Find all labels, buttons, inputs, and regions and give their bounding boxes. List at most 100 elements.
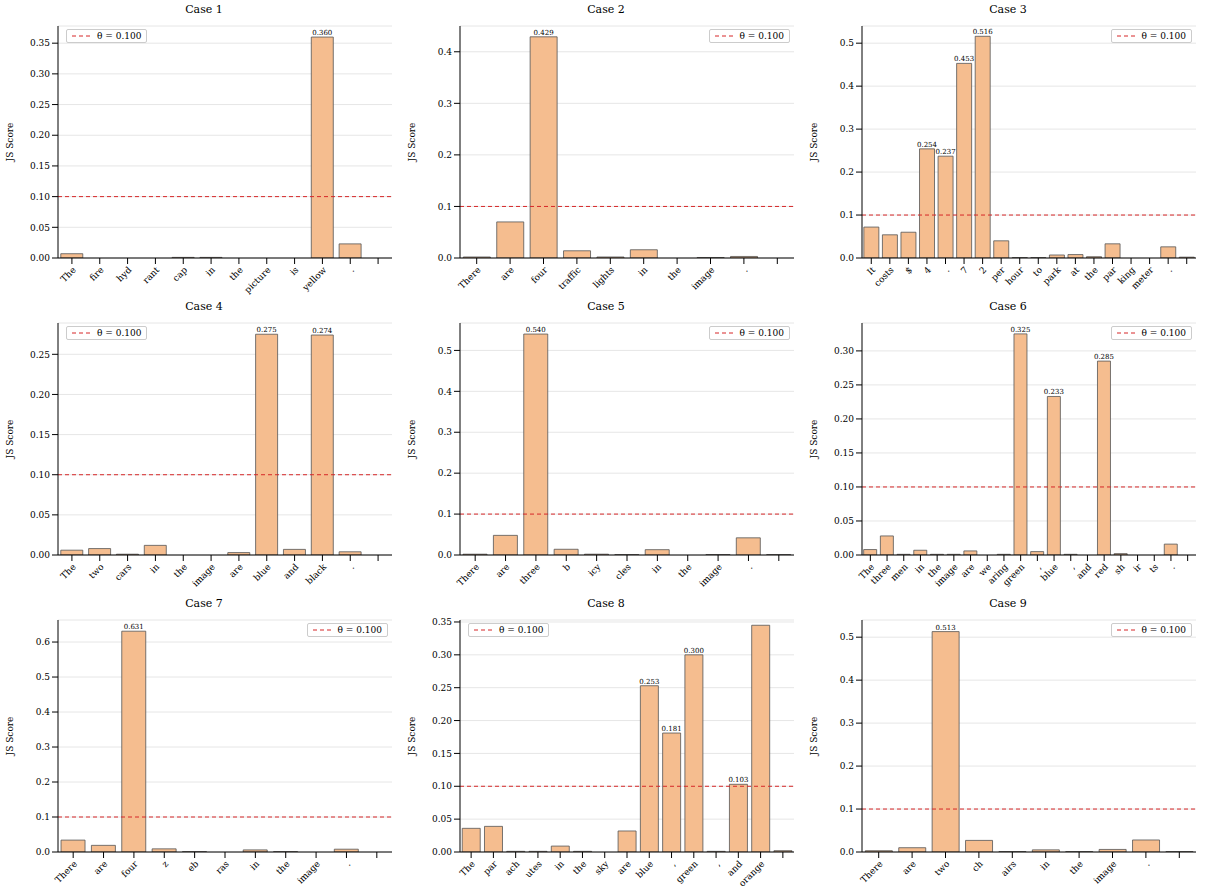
svg-text:0.274: 0.274 xyxy=(312,327,333,335)
svg-text:0.2: 0.2 xyxy=(438,468,452,478)
svg-text:eb: eb xyxy=(186,859,201,874)
svg-text:0.285: 0.285 xyxy=(1094,353,1114,361)
svg-text:0.275: 0.275 xyxy=(257,326,277,334)
svg-text:0.20: 0.20 xyxy=(30,390,50,400)
svg-text:in: in xyxy=(248,859,261,872)
svg-text:0.233: 0.233 xyxy=(1044,388,1064,396)
svg-text:0.3: 0.3 xyxy=(438,99,453,109)
svg-text:meter: meter xyxy=(1129,264,1156,291)
svg-text:four: four xyxy=(119,858,140,879)
svg-text:yellow: yellow xyxy=(300,265,329,294)
svg-text:in: in xyxy=(1038,859,1051,872)
svg-text:0.1: 0.1 xyxy=(840,804,854,814)
svg-text:0.103: 0.103 xyxy=(728,776,748,784)
svg-text:0.5: 0.5 xyxy=(840,38,855,48)
svg-text:the: the xyxy=(274,859,292,877)
svg-text:image: image xyxy=(697,562,724,589)
svg-text:hour: hour xyxy=(1004,264,1027,287)
svg-text:.: . xyxy=(343,859,352,868)
svg-text:cles: cles xyxy=(613,562,633,582)
svg-text:.: . xyxy=(1165,265,1174,274)
svg-text:The: The xyxy=(59,265,78,284)
svg-text:0.513: 0.513 xyxy=(936,624,956,632)
svg-text:are: are xyxy=(615,859,633,877)
svg-text:the: the xyxy=(1068,859,1086,877)
svg-text:0.254: 0.254 xyxy=(917,141,938,149)
svg-text:in: in xyxy=(148,562,161,575)
svg-text:to: to xyxy=(1031,265,1044,278)
svg-text:.: . xyxy=(1143,859,1152,868)
svg-text:orange: orange xyxy=(737,859,767,889)
svg-text:are: are xyxy=(498,265,516,283)
svg-text:0.4: 0.4 xyxy=(438,47,453,57)
svg-text:image: image xyxy=(933,562,960,589)
svg-text:at: at xyxy=(1068,265,1082,279)
svg-text:0.00: 0.00 xyxy=(834,550,854,560)
svg-text:image: image xyxy=(690,265,717,292)
svg-text:0.540: 0.540 xyxy=(526,326,546,334)
svg-text:0.20: 0.20 xyxy=(432,716,452,726)
svg-text:0.253: 0.253 xyxy=(639,678,659,686)
svg-text:cars: cars xyxy=(113,562,134,583)
svg-text:traffic: traffic xyxy=(556,265,583,292)
svg-text:four: four xyxy=(529,264,550,285)
svg-text:,: , xyxy=(713,859,722,868)
svg-text:sh: sh xyxy=(1112,562,1127,577)
svg-text:0.0: 0.0 xyxy=(438,550,453,560)
svg-text:0.10: 0.10 xyxy=(30,192,50,202)
svg-text:hyd: hyd xyxy=(115,265,134,284)
svg-text:0.3: 0.3 xyxy=(840,718,855,728)
svg-text:.: . xyxy=(347,265,356,274)
svg-text:0.25: 0.25 xyxy=(834,380,854,390)
svg-text:the: the xyxy=(571,859,589,877)
svg-text:park: park xyxy=(1041,264,1063,286)
svg-text:are: are xyxy=(900,859,918,877)
svg-text:0.0: 0.0 xyxy=(36,847,51,857)
svg-text:0.325: 0.325 xyxy=(1010,326,1030,334)
svg-text:ch: ch xyxy=(970,859,985,874)
svg-text:0.1: 0.1 xyxy=(36,812,50,822)
svg-text:JS Score: JS Score xyxy=(809,123,819,163)
svg-text:image: image xyxy=(295,859,322,886)
svg-text:0.10: 0.10 xyxy=(834,482,854,492)
svg-text:0.00: 0.00 xyxy=(30,253,50,263)
svg-text:par: par xyxy=(481,858,499,876)
svg-text:0.429: 0.429 xyxy=(534,29,554,37)
svg-text:costs: costs xyxy=(872,265,896,289)
svg-text:0.1: 0.1 xyxy=(438,509,452,519)
svg-text:0.10: 0.10 xyxy=(432,781,452,791)
svg-text:There: There xyxy=(859,859,885,885)
svg-text:blue: blue xyxy=(1039,562,1060,583)
svg-text:ir: ir xyxy=(1131,561,1144,574)
svg-text:.: . xyxy=(1168,562,1177,571)
svg-text:sky: sky xyxy=(593,858,611,876)
svg-text:the: the xyxy=(172,562,190,580)
svg-text:0.35: 0.35 xyxy=(432,617,452,627)
svg-text:0.05: 0.05 xyxy=(432,814,452,824)
svg-text:0.25: 0.25 xyxy=(30,100,50,110)
svg-text:0.30: 0.30 xyxy=(432,650,452,660)
svg-text:0.181: 0.181 xyxy=(662,725,682,733)
svg-text:two: two xyxy=(87,562,106,581)
svg-text:ras: ras xyxy=(214,859,231,876)
svg-text:are: are xyxy=(227,562,245,580)
svg-text:0.30: 0.30 xyxy=(30,69,50,79)
svg-text:0.4: 0.4 xyxy=(840,81,855,91)
svg-text:0.2: 0.2 xyxy=(840,761,854,771)
svg-text:black: black xyxy=(304,561,329,586)
svg-text:0.15: 0.15 xyxy=(30,161,50,171)
svg-text:The: The xyxy=(59,562,78,581)
svg-text:blue: blue xyxy=(634,859,655,880)
svg-text:,: , xyxy=(1034,562,1043,571)
svg-text:0.360: 0.360 xyxy=(312,29,332,37)
svg-text:JS Score: JS Score xyxy=(407,123,417,163)
svg-text:red: red xyxy=(1092,562,1110,580)
svg-text:There: There xyxy=(53,859,79,885)
svg-text:green: green xyxy=(1001,562,1027,588)
svg-text:blue: blue xyxy=(252,562,273,583)
svg-text:There: There xyxy=(457,265,483,291)
svg-text:4: 4 xyxy=(922,265,933,276)
svg-text:fire: fire xyxy=(88,265,106,283)
svg-text:cap: cap xyxy=(171,265,190,284)
svg-text:rant: rant xyxy=(141,265,162,286)
